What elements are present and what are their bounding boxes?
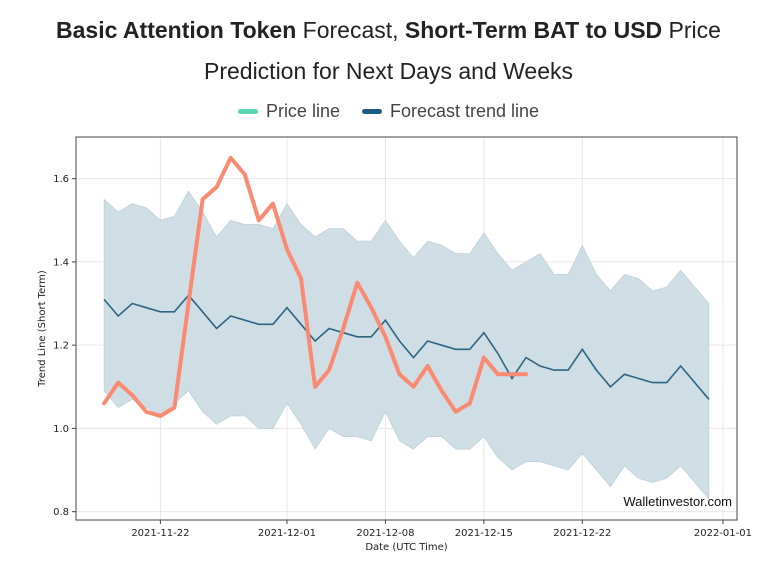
x-tick-label: 2021-12-08 [356, 528, 414, 539]
x-tick-label: 2021-12-15 [455, 528, 513, 539]
legend-item-price-line[interactable]: Price line [237, 101, 340, 122]
chart-title-line-2: Prediction for Next Days and Weeks [203, 58, 573, 84]
axis-ticks: 0.8 1.0 1.2 1.4 1.6 2021-11-22 2021-12-01 2021-… [53, 174, 752, 539]
y-tick-label: 1.2 [53, 341, 69, 352]
x-tick-label: 2021-12-01 [258, 528, 316, 539]
y-tick-label: 1.4 [53, 257, 69, 268]
y-tick-label: 1.6 [53, 174, 69, 185]
forecast-confidence-band [103, 190, 710, 501]
y-axis-label: Trend Line (Short Term) [37, 270, 48, 388]
legend-label-forecast: Forecast trend line [389, 101, 540, 121]
watermark: Walletinvestor.com [623, 494, 732, 509]
price-line [102, 155, 528, 418]
title-normal-b: Price [662, 17, 721, 43]
legend-swatch-forecast [361, 109, 382, 114]
y-tick-label: 0.8 [53, 507, 69, 518]
legend-swatch-price [237, 109, 258, 114]
forecast-trend-line [103, 293, 710, 400]
title-normal-a: Forecast, [296, 17, 405, 43]
x-axis-label: Date (UTC Time) [365, 542, 447, 553]
title-bold-pair: Short-Term BAT to USD [404, 17, 663, 43]
x-tick-label: 2021-11-22 [131, 528, 189, 539]
x-tick-label: 2021-12-22 [553, 528, 611, 539]
x-tick-label: 2022-01-01 [694, 528, 752, 539]
plot-frame [75, 136, 738, 521]
legend-item-forecast-line[interactable]: Forecast trend line [361, 101, 540, 122]
chart-title: Basic Attention Token Forecast, Short-Te… [0, 10, 777, 92]
chart-title-line-1: Basic Attention Token Forecast, Short-Te… [0, 10, 777, 51]
title-bold-token: Basic Attention Token [56, 17, 297, 43]
chart-legend: Price line Forecast trend line [0, 101, 777, 122]
legend-label-price: Price line [265, 101, 340, 121]
y-tick-label: 1.0 [53, 424, 69, 435]
